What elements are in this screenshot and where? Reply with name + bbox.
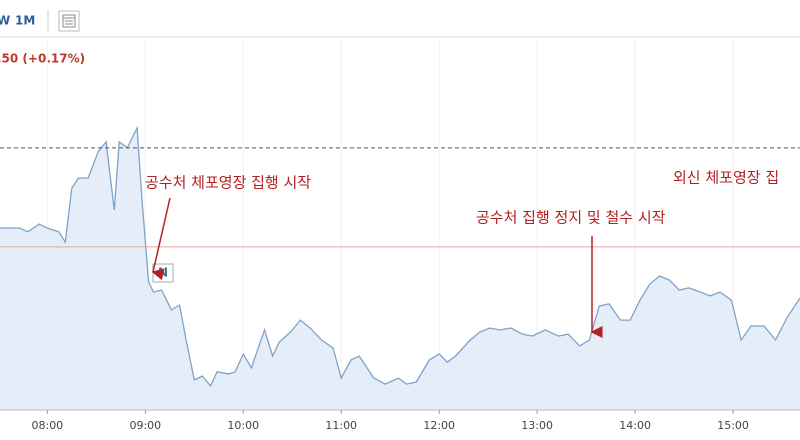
annotation-arrow bbox=[151, 197, 171, 281]
annotation: 외신 체포영장 집 bbox=[673, 169, 779, 187]
annotation: 공수처 체포영장 집행 시작 bbox=[145, 174, 311, 192]
layout-button[interactable] bbox=[58, 10, 80, 32]
range-button[interactable]: 1M bbox=[15, 14, 35, 28]
x-tick-label: 15:00 bbox=[717, 419, 749, 432]
x-tick-label: 14:00 bbox=[619, 419, 651, 432]
x-tick-label: 09:00 bbox=[129, 419, 161, 432]
area-fill bbox=[0, 127, 800, 411]
price-change: .50 (+0.17%) bbox=[0, 52, 85, 66]
range-button[interactable]: W bbox=[0, 14, 10, 28]
x-tick-label: 10:00 bbox=[227, 419, 259, 432]
x-tick-label: 08:00 bbox=[31, 419, 63, 432]
x-tick-label: 13:00 bbox=[521, 419, 553, 432]
news-flag[interactable]: N bbox=[152, 263, 174, 283]
x-tick-label: 11:00 bbox=[325, 419, 357, 432]
price-line bbox=[0, 125, 800, 388]
news-flag-label[interactable]: N bbox=[158, 266, 168, 280]
annotation: 공수처 집행 정지 및 철수 시작 bbox=[476, 209, 666, 227]
x-tick-label: 12:00 bbox=[423, 419, 455, 432]
